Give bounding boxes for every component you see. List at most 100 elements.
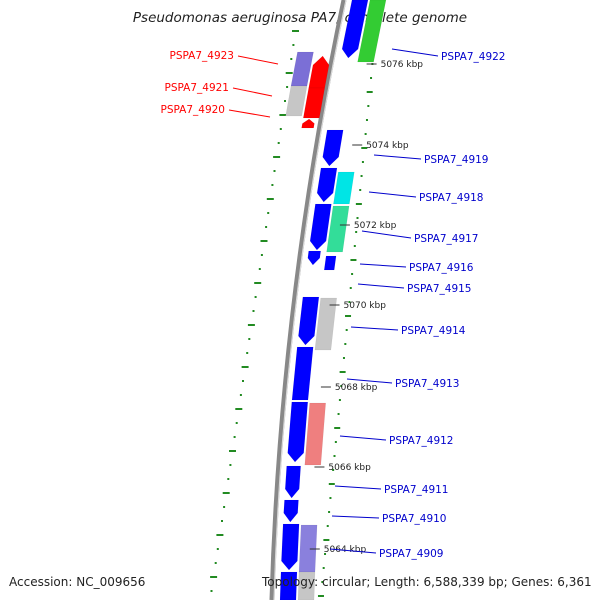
gene-feature[interactable] [287,401,309,463]
gc-tick [348,301,351,303]
gene-feature[interactable] [301,118,315,129]
gene-leader-line [368,191,417,198]
gene-leader-line [334,485,382,490]
gc-tick [229,464,232,466]
gc-tick [324,553,327,555]
gene-leader-line [232,87,273,97]
gene-label[interactable]: PSPA7_4919 [424,154,489,166]
gene-label[interactable]: PSPA7_4917 [414,233,479,245]
gene-label[interactable]: PSPA7_4923 [170,50,235,62]
gc-tick [254,282,262,284]
gc-tick [266,198,274,200]
gene-leader-line [346,378,393,384]
gene-label[interactable]: PSPA7_4911 [384,484,449,496]
gc-tick [321,581,324,583]
gene-leader-line [237,55,279,65]
gc-tick [328,511,331,513]
gene-feature[interactable] [326,205,350,253]
gene-label[interactable]: PSPA7_4910 [382,513,447,525]
gc-tick [216,548,219,550]
gc-tick [267,212,270,214]
gc-tick [254,296,257,298]
gc-tick [235,408,243,410]
gc-tick [370,77,373,79]
gene-feature[interactable] [341,0,369,59]
gc-tick [355,203,362,205]
gene-feature[interactable] [297,571,316,600]
gene-feature[interactable] [322,129,344,167]
gc-tick [222,492,230,494]
gc-tick [334,441,337,443]
gene-label[interactable]: PSPA7_4909 [379,548,444,560]
gene-label[interactable]: PSPA7_4912 [389,435,454,447]
gc-tick [284,100,286,102]
gene-feature[interactable] [357,0,387,63]
gene-label[interactable]: PSPA7_4918 [419,192,484,204]
gene-label[interactable]: PSPA7_4914 [401,325,466,337]
gc-tick [323,539,330,541]
gene-feature[interactable] [285,85,308,117]
gene-feature[interactable] [284,465,301,499]
gene-feature[interactable] [304,402,326,466]
gc-tick [260,240,268,242]
gene-feature[interactable] [303,87,325,119]
gene-feature[interactable] [283,499,299,523]
gc-tick [279,114,287,116]
gc-tick [241,366,249,368]
gene-feature[interactable] [323,255,337,271]
gc-tick [317,595,324,597]
gene-feature[interactable] [279,571,298,600]
gene-leader-line [391,48,439,57]
gc-tick [334,427,341,429]
gc-tick [210,590,213,592]
gene-feature[interactable] [314,297,337,351]
gc-tick [361,147,368,149]
gc-tick [227,478,230,480]
gene-label[interactable]: PSPA7_4921 [165,82,230,94]
gene-feature[interactable] [309,203,332,251]
gc-tick [273,170,276,172]
gc-tick [332,469,335,471]
gene-label[interactable]: PSPA7_4913 [395,378,460,390]
gene-feature[interactable] [291,346,314,401]
gc-tick [221,520,223,522]
gc-tick [279,128,282,130]
gc-tick [260,254,263,256]
gene-feature[interactable] [307,250,321,266]
gene-feature[interactable] [333,171,355,205]
accession-text: Accession: NC_009656 [9,575,146,589]
genome-backbone [269,0,347,600]
gc-tick [328,483,335,485]
gene-label[interactable]: PSPA7_4922 [441,51,506,63]
gene-feature[interactable] [316,167,338,203]
gc-tick [214,562,217,564]
gc-tick [252,310,255,312]
gc-tick [242,380,244,382]
gc-tick [285,72,293,74]
gc-tick [365,119,368,121]
gc-tick [367,105,370,107]
gc-skew-track [210,30,379,597]
gc-tick [210,576,218,578]
gene-label[interactable]: PSPA7_4915 [407,283,472,295]
gc-tick [223,506,226,508]
gc-tick [366,91,373,93]
gene-leader-line [359,263,407,268]
gc-tick [345,315,352,317]
gc-tick [248,338,251,340]
gc-tick [353,245,356,247]
gene-label[interactable]: PSPA7_4916 [409,262,474,274]
gc-tick [338,399,341,401]
gene-feature[interactable] [298,296,320,346]
gc-tick [326,525,329,527]
gc-tick [286,86,289,88]
gene-leader-line [373,154,422,160]
gene-feature[interactable] [281,523,300,571]
gc-tick [337,413,340,415]
gc-tick [265,226,268,228]
kbp-tick-label: 5068 kbp [335,383,378,393]
gene-label[interactable]: PSPA7_4920 [161,104,226,116]
gc-tick [359,189,362,191]
